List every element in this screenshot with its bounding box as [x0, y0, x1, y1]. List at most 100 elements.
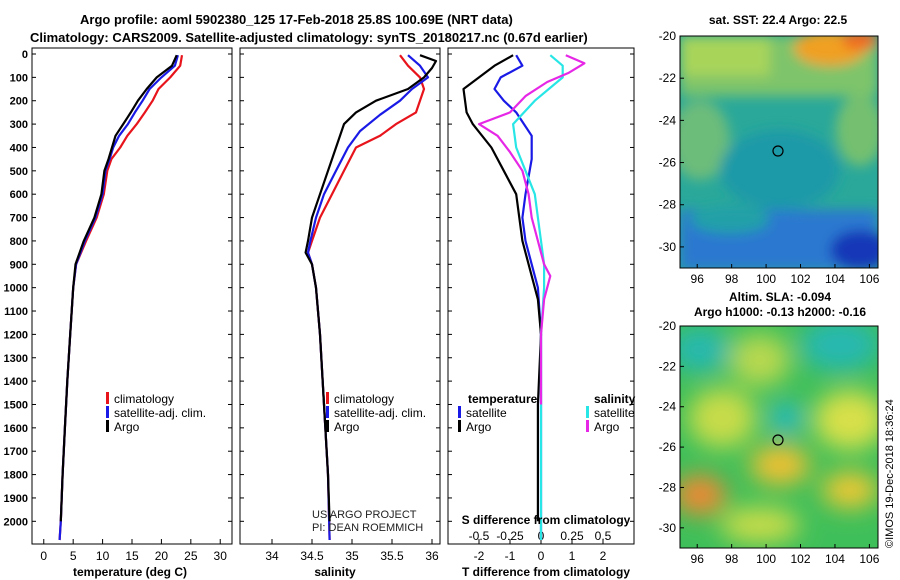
depth-tick-label: 1200 — [4, 329, 28, 341]
depth-tick-label: 900 — [10, 259, 28, 271]
salinity-panel — [239, 47, 441, 545]
map-x-tick-label: 104 — [825, 552, 845, 566]
x-tick-label: -1 — [505, 549, 516, 563]
map-y-tick-label: -20 — [659, 319, 677, 333]
map-x-tick-label: 100 — [756, 272, 776, 286]
temperature-legend: climatology satellite-adj. clim. Argo — [106, 392, 206, 434]
legend-argo: Argo — [114, 420, 140, 434]
x-tick-label: 0 — [538, 549, 545, 563]
map-x-tick-label: 102 — [791, 272, 811, 286]
legend-swatch-temp-satellite — [458, 406, 461, 418]
series-line — [58, 54, 179, 541]
depth-tick-label: 400 — [10, 142, 28, 154]
map-y-tick-label: -30 — [659, 521, 677, 535]
temperature-xlabel: temperature (deg C) — [73, 565, 187, 579]
x-tick-label: 2 — [600, 549, 607, 563]
map-x-tick-label: 102 — [791, 552, 811, 566]
legend-satellite: satellite-adj. clim. — [114, 406, 206, 420]
legend-temperature-title: temperature — [468, 392, 538, 406]
depth-tick-label: 100 — [10, 72, 28, 84]
series-line — [477, 54, 586, 405]
legend-swatch-argo — [326, 420, 329, 432]
legend-sal-argo: Argo — [594, 420, 620, 434]
legend-swatch-satellite — [106, 406, 109, 418]
map-y-tick-label: -22 — [659, 359, 677, 373]
salinity-plot: 34 34.5 35 35.5 36 — [240, 53, 440, 563]
depth-tick-label: 300 — [10, 119, 28, 131]
legend-swatch-temp-argo — [458, 420, 461, 432]
map-x-tick-label: 104 — [825, 272, 845, 286]
pi-label: PI: DEAN ROEMMICH — [312, 522, 423, 534]
legend-swatch-sal-satellite — [586, 406, 589, 418]
x-tick-label: 10 — [96, 549, 110, 563]
map-y-tick-label: -30 — [659, 240, 677, 254]
depth-tick-label: 1800 — [4, 470, 28, 482]
difference-legend: temperature satellite Argo salinity sate… — [458, 392, 636, 434]
series-line — [462, 54, 543, 522]
salinity-xlabel: salinity — [314, 565, 356, 579]
sst-map-title: sat. SST: 22.4 Argo: 22.5 — [709, 13, 848, 27]
sla-map-subtitle: Argo h1000: -0.13 h2000: -0.16 — [694, 305, 866, 319]
s-tick-label: -0.5 — [469, 529, 490, 543]
map-x-tick-label: 98 — [725, 272, 739, 286]
x-tick-label: 0 — [40, 549, 47, 563]
depth-tick-label: 1500 — [4, 399, 28, 411]
legend-climatology: climatology — [114, 392, 174, 406]
x-tick-label: 36 — [425, 549, 439, 563]
depth-tick-label: 1700 — [4, 446, 28, 458]
legend-swatch-climatology — [106, 392, 109, 404]
map-y-tick-label: -26 — [659, 440, 677, 454]
sla-map-frame — [679, 325, 879, 549]
s-tick-label: -0.25 — [496, 529, 524, 543]
timestamp-label: ©IMOS 19-Dec-2018 18:36:24 — [884, 399, 896, 548]
series-line — [306, 54, 426, 541]
sla-map-axes: 96 98 100 102 104 106 -20 -22 -24 -26 -28 -30 — [659, 319, 880, 566]
x-tick-label: 1 — [569, 549, 576, 563]
argo-position-marker-2 — [772, 434, 784, 446]
x-tick-label: 34.5 — [300, 549, 324, 563]
series-line — [306, 54, 430, 541]
sst-map-frame — [679, 35, 879, 269]
map-x-tick-label: 96 — [691, 272, 705, 286]
map-y-tick-label: -26 — [659, 156, 677, 170]
map-x-tick-label: 106 — [859, 552, 879, 566]
legend-swatch-argo — [106, 420, 109, 432]
depth-tick-label: 200 — [10, 96, 28, 108]
depth-tick-label: 500 — [10, 166, 28, 178]
legend-salinity-title: salinity — [594, 392, 636, 406]
difference-xlabel: T difference from climatology — [462, 565, 630, 579]
temperature-plot: 0 5 10 15 20 25 30 — [32, 53, 232, 563]
legend-swatch-satellite — [326, 406, 329, 418]
s-tick-label: 0.5 — [595, 529, 612, 543]
sla-map-title: Altim. SLA: -0.094 — [729, 290, 831, 304]
legend-swatch-sal-argo — [586, 420, 589, 432]
map-y-tick-label: -28 — [659, 198, 677, 212]
x-tick-label: 5 — [70, 549, 77, 563]
depth-tick-label: 800 — [10, 236, 28, 248]
sst-map — [680, 36, 878, 268]
depth-tick-label: 1900 — [4, 493, 28, 505]
depth-tick-label: 1400 — [4, 376, 28, 388]
depth-tick-label: 1600 — [4, 423, 28, 435]
legend-sal-satellite: satellite — [594, 406, 635, 420]
x-tick-label: 20 — [155, 549, 169, 563]
map-y-tick-label: -22 — [659, 71, 677, 85]
project-label: US ARGO PROJECT — [312, 509, 417, 521]
x-tick-label: 34 — [265, 549, 279, 563]
map-y-tick-label: -24 — [659, 113, 677, 127]
depth-axis: 0 100 200 300 400 500 600 700 800 900 1000 1100 1200… — [4, 49, 28, 528]
x-tick-label: 25 — [184, 549, 198, 563]
depth-tick-label: 1000 — [4, 283, 28, 295]
x-tick-label: 35.5 — [380, 549, 404, 563]
legend-climatology: climatology — [334, 392, 394, 406]
legend-temp-satellite: satellite — [466, 406, 507, 420]
map-x-tick-label: 106 — [859, 272, 879, 286]
legend-argo: Argo — [334, 420, 360, 434]
map-x-tick-label: 98 — [725, 552, 739, 566]
s-difference-label: S difference from climatology — [462, 513, 631, 527]
depth-tick-label: 2000 — [4, 516, 28, 528]
depth-tick-label: 1300 — [4, 353, 28, 365]
map-y-tick-label: -20 — [659, 29, 677, 43]
x-tick-label: -2 — [474, 549, 485, 563]
